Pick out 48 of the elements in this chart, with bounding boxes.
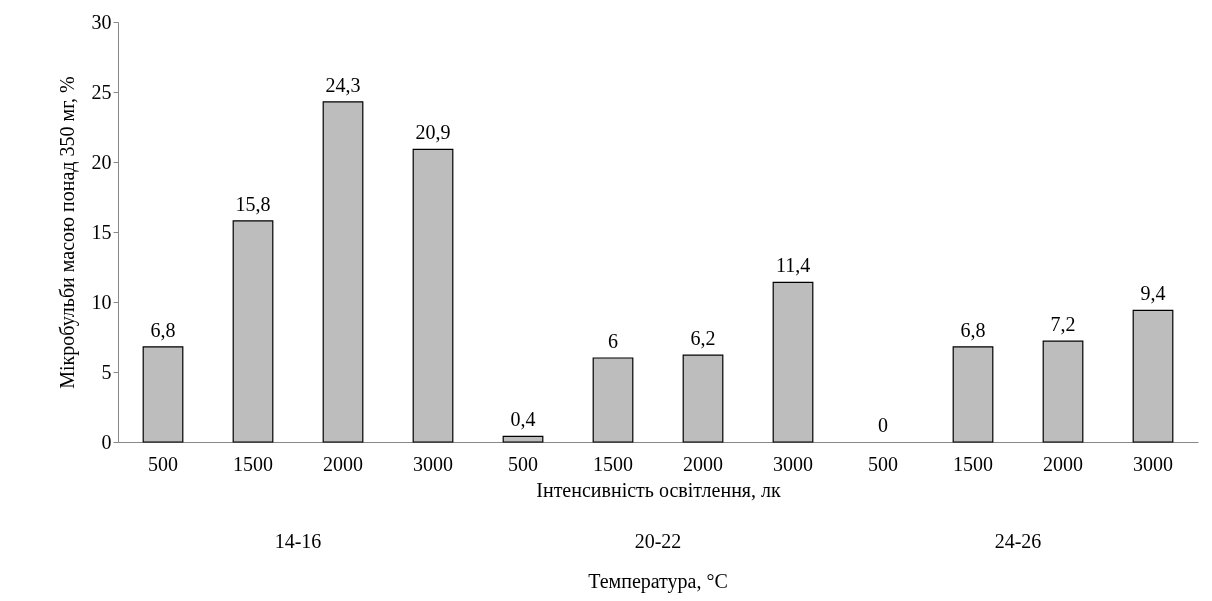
bar (322, 101, 364, 443)
bar (772, 281, 814, 443)
data-label: 6,8 (960, 318, 986, 341)
x-tick-label: 500 (148, 452, 178, 475)
y-tick-label: 30 (91, 10, 112, 33)
x-tick-label: 1500 (593, 452, 633, 475)
text: Температура, °C (588, 570, 728, 593)
y-tick-label: 10 (91, 290, 112, 313)
x-tick-label: 2000 (1043, 452, 1083, 475)
data-label: 11,4 (775, 254, 811, 277)
x-tick-label: 2000 (323, 452, 363, 475)
y-tick-label: 15 (91, 220, 112, 243)
x-tick-label: 500 (868, 452, 898, 475)
y-axis-title: Мікробульби масою понад 350 мг, % (55, 76, 79, 389)
data-label: 9,4 (1140, 282, 1166, 305)
text: 14-16 (274, 530, 322, 552)
data-label: 24,3 (325, 73, 361, 96)
data-label: 0 (878, 414, 888, 436)
x-tick-label: 3000 (773, 452, 813, 475)
text: 20-22 (634, 530, 682, 552)
y-tick-label: 25 (91, 80, 112, 103)
x-tick-label: 2000 (683, 452, 723, 475)
data-label: 20,9 (415, 121, 451, 144)
bar (142, 346, 184, 443)
x-tick-label: 1500 (233, 452, 273, 475)
data-label: 7,2 (1050, 313, 1076, 336)
data-label: 6,8 (150, 318, 176, 341)
bar (1132, 309, 1174, 443)
x-tick-label: 3000 (1133, 452, 1173, 475)
y-tick-label: 0 (101, 430, 112, 453)
y-tick-label: 5 (101, 360, 112, 383)
x-tick-label: 1500 (953, 452, 993, 475)
x-tick-label: 500 (508, 452, 538, 475)
text: 24-26 (994, 530, 1042, 552)
data-label: 0,4 (510, 408, 536, 431)
bar (412, 148, 454, 443)
bar (682, 354, 724, 443)
data-label: 6,2 (690, 327, 716, 350)
data-label: 6 (608, 330, 618, 352)
x-tick-label: 3000 (413, 452, 453, 475)
bar (592, 357, 634, 443)
y-tick-label: 20 (91, 150, 112, 173)
bar (1042, 340, 1084, 443)
x-axis-title: Інтенсивність освітлення, лк (536, 478, 782, 501)
bar (232, 220, 274, 443)
data-label: 15,8 (235, 192, 271, 215)
bar (952, 346, 994, 443)
bar (502, 435, 544, 443)
